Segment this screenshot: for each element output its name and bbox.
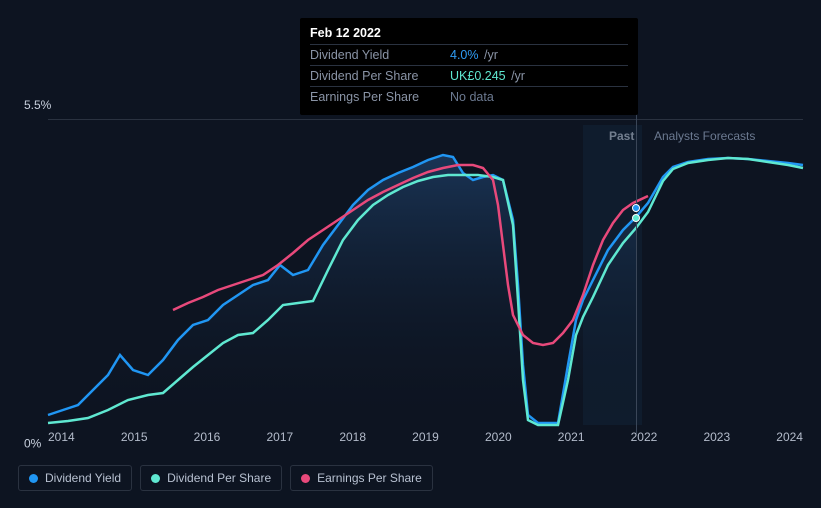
tooltip-date: Feb 12 2022 (310, 26, 628, 40)
legend-swatch (29, 474, 38, 483)
area-fill-dividend-yield (48, 155, 636, 425)
legend-item[interactable]: Dividend Per Share (140, 465, 282, 491)
x-tick-label: 2020 (485, 430, 512, 444)
legend-label: Dividend Per Share (167, 471, 271, 485)
chart-panel: 5.5% 0% Past Analysts Forecasts (18, 105, 803, 448)
legend: Dividend Yield Dividend Per Share Earnings… (18, 465, 433, 491)
cursor-dot-dividend-yield (632, 204, 640, 212)
gridline-top (48, 119, 803, 120)
chart-plot[interactable] (48, 125, 803, 425)
x-axis: 2014 2015 2016 2017 2018 2019 2020 2021 2022 2023… (48, 430, 803, 444)
x-tick-label: 2019 (412, 430, 439, 444)
legend-item[interactable]: Earnings Per Share (290, 465, 433, 491)
tooltip-label: Earnings Per Share (310, 90, 450, 104)
x-tick-label: 2024 (776, 430, 803, 444)
x-tick-label: 2015 (121, 430, 148, 444)
tooltip-value: No data (450, 90, 494, 104)
hover-tooltip: Feb 12 2022 Dividend Yield4.0% /yrDivide… (300, 18, 638, 115)
legend-swatch (151, 474, 160, 483)
tooltip-label: Dividend Yield (310, 48, 450, 62)
cursor-vertical-line (636, 98, 637, 434)
legend-item[interactable]: Dividend Yield (18, 465, 132, 491)
tooltip-value: 4.0% /yr (450, 48, 498, 62)
y-axis-max: 5.5% (24, 98, 51, 112)
legend-label: Dividend Yield (45, 471, 121, 485)
x-tick-label: 2021 (558, 430, 585, 444)
tooltip-row: Dividend Per ShareUK£0.245 /yr (310, 65, 628, 86)
x-tick-label: 2018 (339, 430, 366, 444)
cursor-dot-dividend-per-share (632, 214, 640, 222)
x-tick-label: 2014 (48, 430, 75, 444)
tooltip-label: Dividend Per Share (310, 69, 450, 83)
y-axis-min: 0% (24, 437, 41, 460)
tooltip-value: UK£0.245 /yr (450, 69, 525, 83)
legend-swatch (301, 474, 310, 483)
legend-label: Earnings Per Share (317, 471, 422, 485)
x-tick-label: 2017 (266, 430, 293, 444)
x-tick-label: 2023 (703, 430, 730, 444)
tooltip-row: Dividend Yield4.0% /yr (310, 44, 628, 65)
tooltip-row: Earnings Per ShareNo data (310, 86, 628, 107)
cursor-markers (632, 204, 640, 224)
x-tick-label: 2016 (194, 430, 221, 444)
x-tick-label: 2022 (631, 430, 658, 444)
